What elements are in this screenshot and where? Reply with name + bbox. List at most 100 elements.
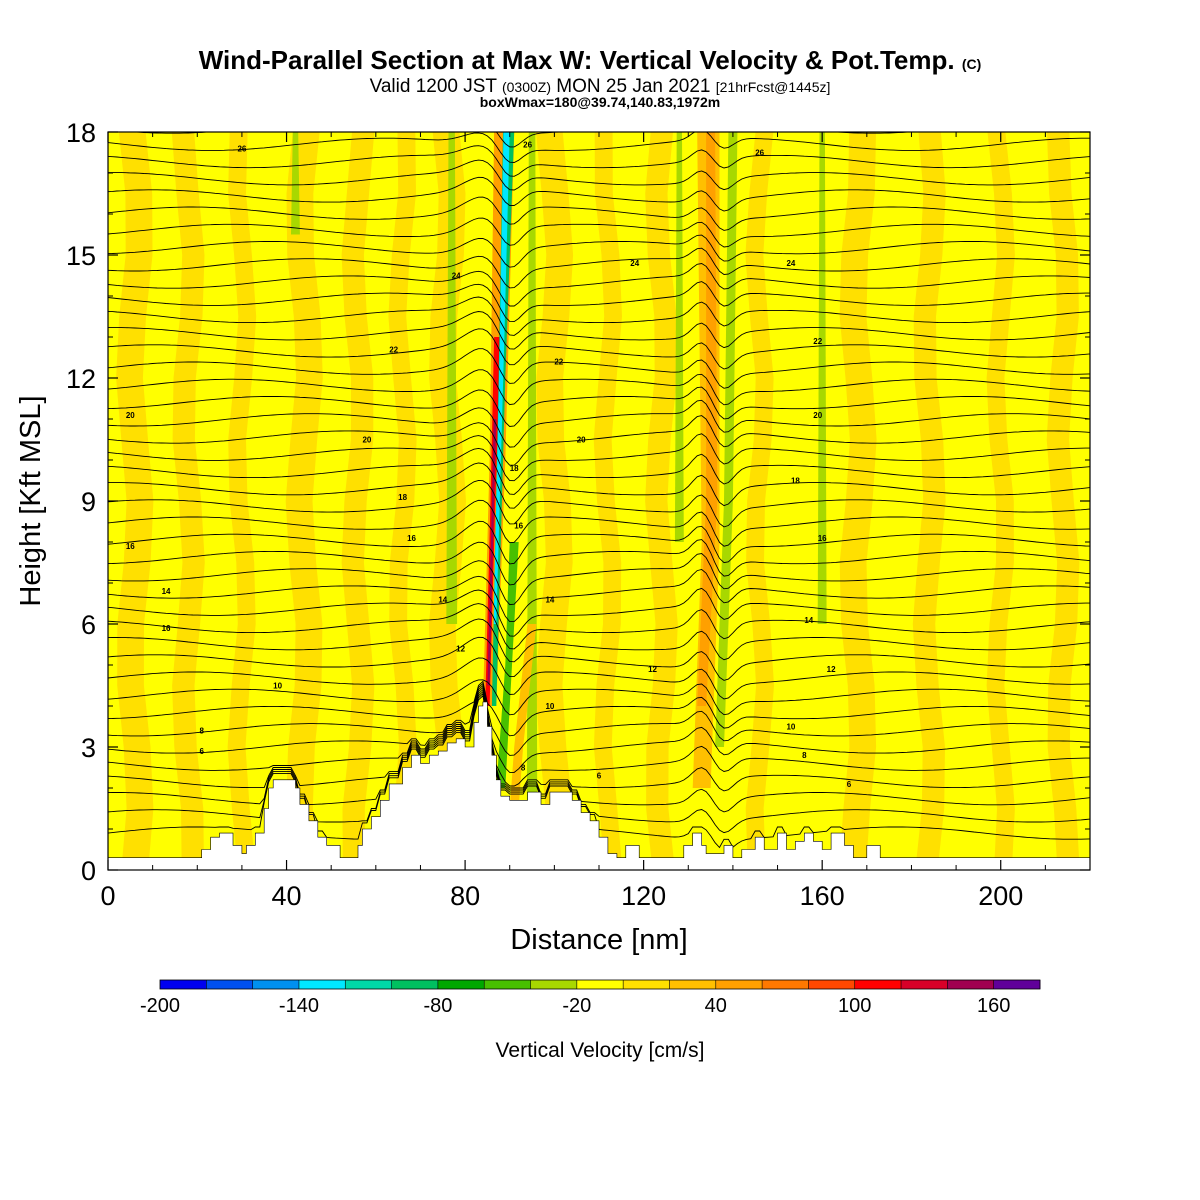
colorbar-swatch — [901, 980, 948, 989]
weak-updraft-band — [285, 132, 323, 870]
isentrope-line — [108, 196, 1090, 231]
isentrope-line — [108, 311, 1090, 350]
colorbar-tick-label: -20 — [562, 995, 591, 1017]
weak-updraft-band — [341, 132, 375, 870]
x-tick-label: 160 — [800, 881, 845, 911]
contour-label: 12 — [456, 645, 465, 654]
colorbar-swatch — [993, 980, 1041, 989]
x-tick-label: 80 — [450, 881, 480, 911]
colorbar: -200 -140 -80 -20 40 100 160 — [140, 979, 1041, 1017]
contour-label: 8 — [802, 751, 807, 760]
isentrope-line — [108, 679, 1090, 716]
isentrope-line — [108, 415, 1090, 466]
contour-label: 10 — [545, 702, 554, 711]
contour-label: 16 — [407, 534, 416, 543]
colorbar-label: Vertical Velocity [cm/s] — [496, 1039, 705, 1062]
weak-updraft-band — [839, 132, 877, 870]
isentrope-line — [108, 281, 1090, 323]
isentrope-line — [108, 636, 1090, 681]
colorbar-swatch — [854, 980, 902, 989]
contour-label: 10 — [273, 682, 282, 691]
y-tick-label: 12 — [66, 364, 96, 394]
isentrope-line — [108, 688, 1090, 792]
isentrope-line — [108, 682, 1090, 756]
contour-label: 6 — [597, 772, 602, 781]
isentrope-contours — [108, 132, 1090, 849]
colorbar-tick-label: -200 — [140, 995, 180, 1017]
colorbar-swatch — [484, 980, 531, 989]
contour-label: 26 — [523, 140, 532, 149]
max-updraft-core — [487, 419, 497, 686]
colorbar-tick-label: -140 — [279, 995, 319, 1017]
isentrope-line — [108, 569, 1090, 623]
colorbar-swatch — [623, 980, 670, 989]
isentrope-line — [108, 462, 1090, 509]
contour-labels: 26 26 26 24 24 24 22 22 22 20 20 20 20 18 18 18 16 16 16 16… — [126, 140, 852, 789]
isentrope-line — [108, 520, 1090, 565]
isentrope-line — [108, 692, 1090, 834]
isentrope-line — [108, 132, 1090, 163]
colorbar-tick-label: 160 — [977, 995, 1010, 1017]
contour-label: 20 — [577, 436, 586, 445]
colorbar-swatch — [576, 980, 624, 989]
contour-label: 8 — [521, 764, 526, 773]
chart-title: Wind-Parallel Section at Max W: Vertical… — [199, 45, 982, 75]
colorbar-tick-label: 40 — [705, 995, 727, 1017]
isentrope-line — [108, 263, 1090, 307]
contour-label: 14 — [438, 595, 447, 604]
contour-label: 26 — [755, 149, 764, 158]
isentrope-line — [108, 433, 1090, 482]
isentrope-line — [108, 348, 1090, 389]
x-tick-label: 0 — [100, 881, 115, 911]
weak-updraft-band — [1046, 132, 1080, 870]
isentrope-line — [108, 176, 1090, 212]
isentrope-line — [108, 539, 1090, 586]
colorbar-swatch — [160, 980, 207, 989]
colorbar-swatch — [947, 980, 995, 989]
y-tick-label: 18 — [66, 118, 96, 148]
axes: 0 40 80 120 160 200 0 3 6 9 12 15 18 — [66, 118, 1091, 911]
colorbar-swatch — [298, 980, 346, 989]
isentrope-line — [108, 328, 1090, 370]
weak-updraft-band — [912, 132, 946, 870]
contour-label: 22 — [554, 358, 563, 367]
colorbar-tick-label: -80 — [423, 995, 452, 1017]
contour-label: 24 — [630, 259, 639, 268]
isentrope-line — [108, 296, 1090, 336]
contour-label: 16 — [514, 522, 523, 531]
weak-downdraft-band — [674, 132, 684, 542]
weak-updraft-band — [227, 132, 257, 870]
contour-label: 14 — [162, 587, 171, 596]
x-tick-label: 200 — [978, 881, 1023, 911]
isentrope-line — [108, 447, 1090, 495]
weak-updraft-band — [593, 132, 623, 870]
y-axis-label: Height [Kft MSL] — [15, 395, 47, 606]
y-tick-label: 0 — [81, 856, 96, 886]
plot-area: 26 26 26 24 24 24 22 22 22 20 20 20 20 18 18 18 16 16 16 16… — [66, 118, 1091, 911]
x-axis-label: Distance [nm] — [510, 924, 687, 956]
isentrope-line — [108, 684, 1090, 773]
contour-label: 18 — [510, 464, 519, 473]
weak-updraft-band — [745, 132, 774, 870]
isentrope-line — [108, 145, 1090, 177]
x-tick-label: 120 — [621, 881, 666, 911]
contour-label: 14 — [804, 616, 813, 625]
isentrope-line — [108, 217, 1090, 248]
weak-updraft-band — [116, 132, 154, 870]
y-tick-label: 15 — [66, 241, 96, 271]
colorbar-swatch — [715, 980, 763, 989]
contour-label: 12 — [648, 665, 657, 674]
contour-label: 16 — [126, 542, 135, 551]
chart-subtitle: Valid 1200 JST (0300Z) MON 25 Jan 2021 [… — [370, 76, 831, 97]
isentrope-line — [108, 657, 1090, 700]
colorbar-swatch — [669, 980, 717, 989]
contour-label: 6 — [847, 780, 852, 789]
isentrope-line — [108, 159, 1090, 191]
isentrope-line — [108, 369, 1090, 406]
isentrope-line — [108, 680, 1090, 737]
y-tick-label: 9 — [81, 487, 96, 517]
title-units: (C) — [962, 56, 981, 72]
x-tick-label: 40 — [272, 881, 302, 911]
isentrope-line — [108, 587, 1090, 637]
colorbar-swatch — [345, 980, 392, 989]
